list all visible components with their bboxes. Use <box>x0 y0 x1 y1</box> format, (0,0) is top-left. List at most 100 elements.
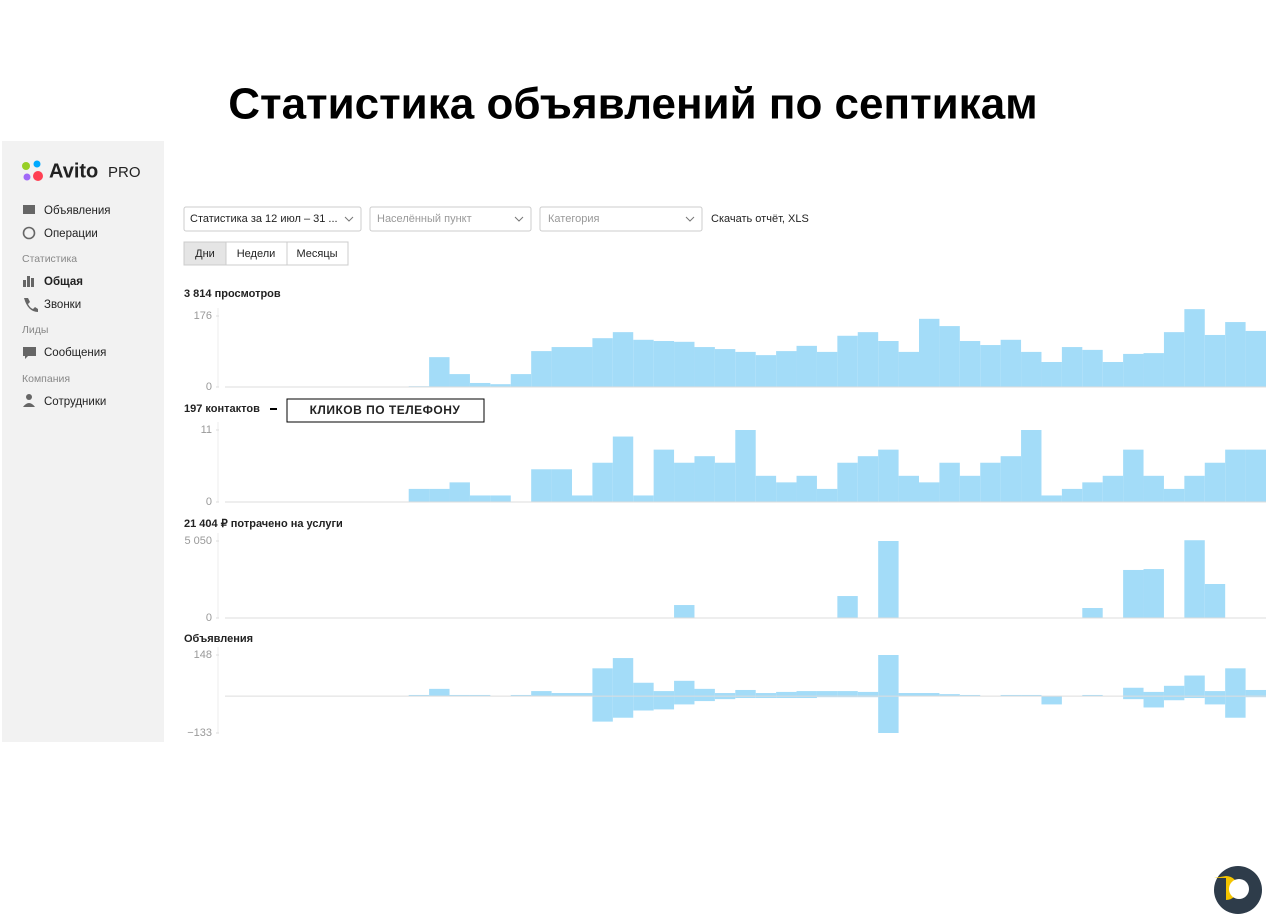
filters <box>183 206 703 232</box>
menu-item[interactable]: Сообщения <box>44 347 106 359</box>
bar <box>1102 475 1124 502</box>
bar <box>857 332 879 387</box>
menu-section: Статистика <box>22 253 77 265</box>
bar <box>1245 330 1266 387</box>
bar <box>816 696 838 698</box>
bar <box>1225 668 1246 697</box>
bar <box>531 351 552 387</box>
period-select[interactable] <box>183 206 362 232</box>
bar <box>633 682 654 697</box>
bar <box>674 605 695 618</box>
bar <box>735 351 756 387</box>
tab[interactable] <box>286 241 349 266</box>
bar <box>959 475 981 502</box>
bar <box>837 462 858 502</box>
bar <box>776 351 797 387</box>
bar <box>1225 449 1246 502</box>
menu-item[interactable]: Объявления <box>44 205 111 217</box>
bar <box>837 691 858 697</box>
bar <box>1204 334 1226 387</box>
bar <box>469 382 491 387</box>
bar <box>612 658 634 697</box>
y-tick-label: 5 050 <box>184 535 212 547</box>
bar <box>592 696 613 722</box>
bar <box>429 357 450 387</box>
annotation-box <box>286 398 485 423</box>
menu-item[interactable]: Операции <box>44 228 98 240</box>
bar <box>1143 475 1164 502</box>
bar <box>653 341 675 387</box>
bar <box>1245 689 1266 697</box>
logo-suffix: PRO <box>108 164 141 181</box>
bar <box>674 462 695 502</box>
bar <box>1245 449 1266 502</box>
bar <box>755 696 777 699</box>
chart-title: Объявления <box>184 633 253 645</box>
bar <box>919 318 940 387</box>
bar <box>1123 696 1144 700</box>
bar <box>796 691 817 697</box>
bar <box>735 430 756 502</box>
bar <box>1021 430 1042 502</box>
bar <box>1204 691 1226 697</box>
menu-item[interactable]: Общая <box>44 276 83 288</box>
bar <box>878 541 899 618</box>
chart-title: 3 814 просмотров <box>184 288 281 300</box>
bar <box>714 696 736 700</box>
bar <box>612 696 634 718</box>
y-tick-label: 11 <box>201 424 212 436</box>
bar <box>1245 696 1266 698</box>
bar <box>612 436 634 502</box>
logo: Avito PRO <box>22 160 141 182</box>
bar <box>714 462 736 502</box>
bar <box>1143 691 1164 697</box>
menu-item[interactable]: Сотрудники <box>44 396 106 408</box>
bar <box>1225 322 1246 387</box>
bar <box>510 374 532 387</box>
bar <box>551 693 572 697</box>
bar <box>1143 696 1164 708</box>
bar <box>796 696 817 699</box>
tab-label: Дни <box>195 248 215 260</box>
bar <box>694 696 715 702</box>
bar <box>1184 540 1205 618</box>
menu-item[interactable]: Звонки <box>44 299 81 311</box>
bar <box>1204 583 1226 618</box>
menu-section: Лиды <box>22 324 48 336</box>
bar <box>1184 675 1205 697</box>
bar <box>776 696 797 699</box>
bar <box>469 495 491 502</box>
bar <box>776 691 797 697</box>
bar <box>837 596 858 618</box>
bar <box>633 339 654 387</box>
bar <box>592 668 613 697</box>
bar <box>1143 353 1164 387</box>
bar <box>592 338 613 387</box>
bar <box>429 688 450 697</box>
category-select[interactable] <box>539 206 703 232</box>
bar <box>612 332 634 387</box>
bar <box>674 696 695 705</box>
bar <box>572 495 593 502</box>
bar <box>408 488 430 502</box>
bar <box>878 341 899 387</box>
bar <box>449 374 470 387</box>
bar <box>735 689 756 697</box>
bar <box>980 345 1001 387</box>
bar <box>551 347 572 387</box>
bar <box>755 355 777 387</box>
city-select[interactable] <box>369 206 532 232</box>
bar <box>1061 488 1083 502</box>
bar <box>1000 339 1022 387</box>
bar <box>714 693 736 697</box>
bar <box>816 488 838 502</box>
period-text: Статистика за 12 июл – 31 ... <box>190 213 338 225</box>
download-link[interactable]: Скачать отчёт, XLS <box>711 213 809 225</box>
bar <box>674 341 695 387</box>
bar <box>1123 687 1144 697</box>
bar <box>1041 696 1062 705</box>
bar <box>694 688 715 697</box>
bar <box>510 694 532 697</box>
bar <box>633 495 654 502</box>
